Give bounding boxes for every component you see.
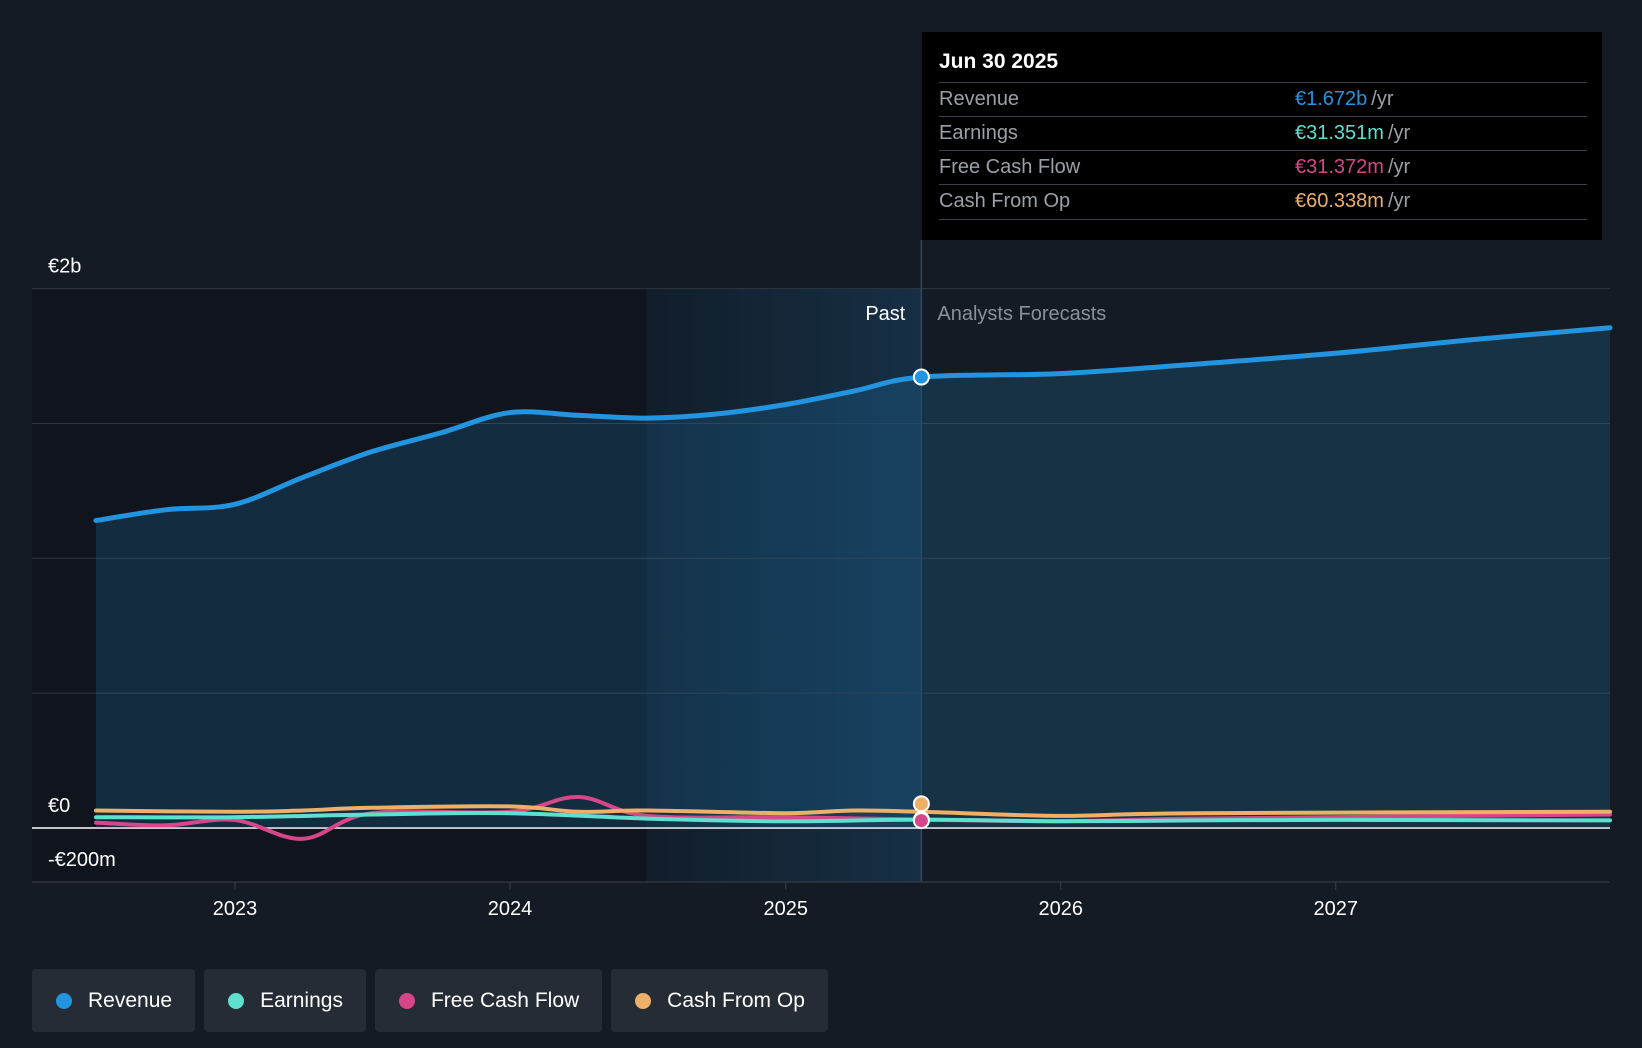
tooltip-row-earnings: Earnings €31.351m/yr — [939, 116, 1587, 151]
forecast-label: Analysts Forecasts — [937, 303, 1106, 325]
legend-item-cash-from-op[interactable]: Cash From Op — [611, 969, 828, 1032]
tooltip-date: Jun 30 2025 — [939, 50, 1059, 73]
revenue-area — [96, 327, 1610, 828]
tooltip-label: Earnings — [939, 122, 1018, 144]
earnings-line — [94, 811, 1612, 824]
x-axis-label: 2026 — [1039, 898, 1084, 920]
tooltip-row-cash-from-op: Cash From Op €60.338m/yr — [939, 184, 1587, 220]
tooltip-value: €60.338m/yr — [1295, 190, 1411, 212]
tooltip-value: €1.672b/yr — [1295, 88, 1394, 110]
legend-label: Revenue — [88, 988, 173, 1012]
legend-item-free-cash-flow[interactable]: Free Cash Flow — [374, 969, 603, 1032]
legend: Revenue Earnings Free Cash Flow Cash Fro… — [32, 969, 828, 1032]
tooltip-row-revenue: Revenue €1.672b/yr — [939, 82, 1587, 117]
tooltip: Jun 30 2025 Revenue €1.672b/yr Earnings … — [922, 32, 1602, 240]
y-axis-label: €0 — [48, 795, 70, 817]
past-label: Past — [865, 303, 905, 325]
x-axis-label: 2024 — [488, 898, 533, 920]
tooltip-label: Revenue — [939, 88, 1020, 110]
cash-from-op-line — [94, 804, 1612, 818]
legend-label: Cash From Op — [667, 988, 805, 1012]
free-cash-flow-marker — [912, 812, 930, 830]
tooltip-value: €31.351m/yr — [1295, 122, 1411, 144]
tooltip-label: Free Cash Flow — [939, 156, 1081, 178]
legend-item-revenue[interactable]: Revenue — [32, 969, 196, 1032]
legend-dot-icon — [228, 992, 245, 1009]
x-axis-label: 2027 — [1314, 898, 1359, 920]
legend-label: Free Cash Flow — [430, 988, 580, 1012]
revenue-line — [93, 325, 1613, 523]
legend-dot-icon — [635, 992, 652, 1009]
revenue-marker — [912, 368, 930, 386]
legend-dot-icon — [398, 992, 415, 1009]
tooltip-label: Cash From Op — [939, 190, 1071, 212]
y-axis-label: €2b — [48, 256, 81, 278]
tooltip-row-free-cash-flow: Free Cash Flow €31.372m/yr — [939, 150, 1587, 185]
y-axis-label: -€200m — [48, 849, 116, 871]
x-axis-label: 2023 — [213, 898, 258, 920]
legend-item-earnings[interactable]: Earnings — [204, 969, 366, 1032]
tooltip-value: €31.372m/yr — [1295, 156, 1411, 178]
x-axis-label: 2025 — [764, 898, 809, 920]
cash-from-op-marker — [912, 795, 930, 813]
legend-dot-icon — [56, 992, 72, 1009]
legend-label: Earnings — [260, 988, 343, 1012]
